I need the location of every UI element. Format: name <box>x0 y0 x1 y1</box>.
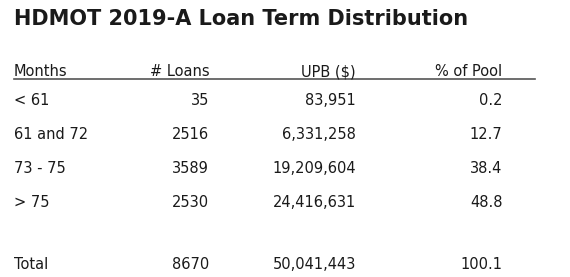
Text: 100.1: 100.1 <box>461 257 503 272</box>
Text: 50,041,443: 50,041,443 <box>272 257 356 272</box>
Text: 8670: 8670 <box>172 257 209 272</box>
Text: 2530: 2530 <box>172 195 209 210</box>
Text: % of Pool: % of Pool <box>435 64 503 79</box>
Text: # Loans: # Loans <box>149 64 209 79</box>
Text: 6,331,258: 6,331,258 <box>282 127 356 142</box>
Text: 0.2: 0.2 <box>479 93 503 108</box>
Text: Months: Months <box>14 64 67 79</box>
Text: 38.4: 38.4 <box>470 161 503 176</box>
Text: 3589: 3589 <box>172 161 209 176</box>
Text: 12.7: 12.7 <box>470 127 503 142</box>
Text: > 75: > 75 <box>14 195 49 210</box>
Text: 24,416,631: 24,416,631 <box>272 195 356 210</box>
Text: 19,209,604: 19,209,604 <box>272 161 356 176</box>
Text: Total: Total <box>14 257 48 272</box>
Text: 48.8: 48.8 <box>470 195 503 210</box>
Text: UPB ($): UPB ($) <box>302 64 356 79</box>
Text: 61 and 72: 61 and 72 <box>14 127 88 142</box>
Text: < 61: < 61 <box>14 93 49 108</box>
Text: 35: 35 <box>191 93 209 108</box>
Text: 73 - 75: 73 - 75 <box>14 161 66 176</box>
Text: HDMOT 2019-A Loan Term Distribution: HDMOT 2019-A Loan Term Distribution <box>14 9 468 29</box>
Text: 83,951: 83,951 <box>305 93 356 108</box>
Text: 2516: 2516 <box>172 127 209 142</box>
